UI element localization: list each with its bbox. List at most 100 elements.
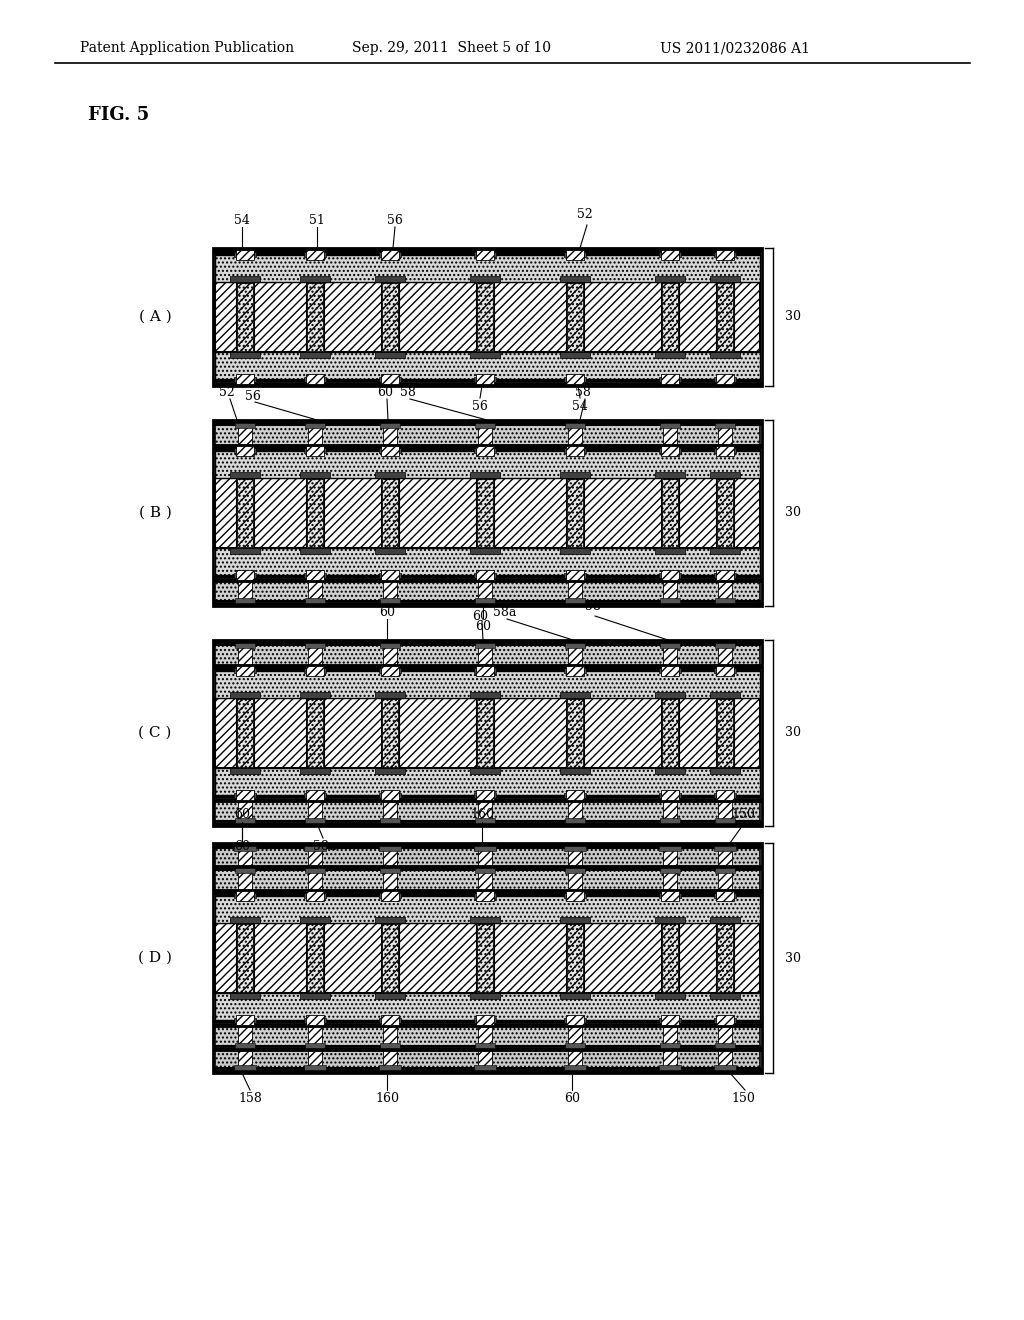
Bar <box>470 352 500 358</box>
Bar <box>716 446 734 455</box>
Bar <box>475 643 495 648</box>
Bar <box>716 891 734 902</box>
Bar <box>383 850 397 867</box>
Bar <box>659 447 681 453</box>
Bar <box>655 768 685 774</box>
Bar <box>567 700 583 767</box>
Bar <box>566 478 584 548</box>
Bar <box>476 1015 494 1026</box>
Text: ( B ): ( B ) <box>138 506 171 520</box>
Bar <box>716 1015 734 1026</box>
Text: Sep. 29, 2011  Sheet 5 of 10: Sep. 29, 2011 Sheet 5 of 10 <box>352 41 551 55</box>
Text: 58a: 58a <box>313 840 337 853</box>
Bar <box>306 698 324 768</box>
Bar <box>236 789 254 800</box>
Bar <box>379 252 401 257</box>
Bar <box>660 598 680 603</box>
Bar <box>476 374 494 384</box>
Bar <box>718 1026 732 1044</box>
Bar <box>476 249 494 260</box>
Bar <box>306 570 324 579</box>
Bar <box>234 668 256 673</box>
Bar <box>710 917 740 923</box>
Bar <box>717 700 733 767</box>
Bar <box>234 643 255 648</box>
Bar <box>307 924 323 993</box>
Bar <box>655 692 685 698</box>
Bar <box>662 479 678 546</box>
Bar <box>655 276 685 282</box>
Bar <box>566 789 584 800</box>
Bar <box>381 1015 399 1026</box>
Bar <box>718 800 732 818</box>
Bar <box>567 282 583 351</box>
Bar <box>308 873 322 891</box>
Bar <box>567 479 583 546</box>
Bar <box>236 891 254 902</box>
Text: ( D ): ( D ) <box>138 950 172 965</box>
Bar <box>660 1043 680 1048</box>
Bar <box>215 579 760 605</box>
Bar <box>662 478 679 548</box>
Bar <box>380 1043 400 1048</box>
Bar <box>660 869 680 873</box>
Bar <box>305 643 325 648</box>
Bar <box>383 873 397 891</box>
Bar <box>568 850 582 867</box>
Bar <box>237 479 253 546</box>
Bar <box>474 846 496 851</box>
Bar <box>662 891 679 902</box>
Bar <box>236 446 254 455</box>
Text: 52: 52 <box>578 209 593 222</box>
Bar <box>477 700 493 767</box>
Bar <box>659 1018 681 1023</box>
Bar <box>663 850 677 867</box>
Bar <box>375 692 406 698</box>
Bar <box>234 598 255 603</box>
Bar <box>234 1043 255 1048</box>
Bar <box>476 446 494 455</box>
Bar <box>304 1065 326 1071</box>
Bar <box>236 698 254 768</box>
Bar <box>663 800 677 818</box>
Bar <box>381 446 399 455</box>
Bar <box>381 478 399 548</box>
Bar <box>383 1049 397 1067</box>
Text: 58: 58 <box>400 385 416 399</box>
Bar <box>381 891 399 902</box>
Bar <box>564 1065 586 1071</box>
Bar <box>566 1015 584 1026</box>
Bar <box>379 894 401 898</box>
Bar <box>375 473 406 478</box>
Bar <box>304 668 326 673</box>
Bar <box>475 422 495 428</box>
Bar <box>566 249 584 260</box>
Text: 150: 150 <box>731 1092 755 1105</box>
Bar <box>215 867 760 891</box>
Bar <box>478 426 492 446</box>
Bar <box>230 993 260 999</box>
Bar <box>381 570 399 579</box>
Bar <box>659 252 681 257</box>
Bar <box>655 993 685 999</box>
Bar <box>568 800 582 818</box>
Bar <box>715 1043 735 1048</box>
Bar <box>655 473 685 478</box>
Bar <box>215 478 760 548</box>
Bar <box>234 869 255 873</box>
Bar <box>662 249 679 260</box>
Bar <box>308 426 322 446</box>
Bar <box>381 667 399 676</box>
Bar <box>238 1026 252 1044</box>
Bar <box>238 647 252 667</box>
Bar <box>213 843 762 1073</box>
Bar <box>230 692 260 698</box>
Bar <box>655 917 685 923</box>
Bar <box>716 789 734 800</box>
Bar <box>716 249 734 260</box>
Bar <box>381 789 399 800</box>
Bar <box>715 598 735 603</box>
Bar <box>477 479 493 546</box>
Bar <box>714 573 736 578</box>
Bar <box>306 891 324 902</box>
